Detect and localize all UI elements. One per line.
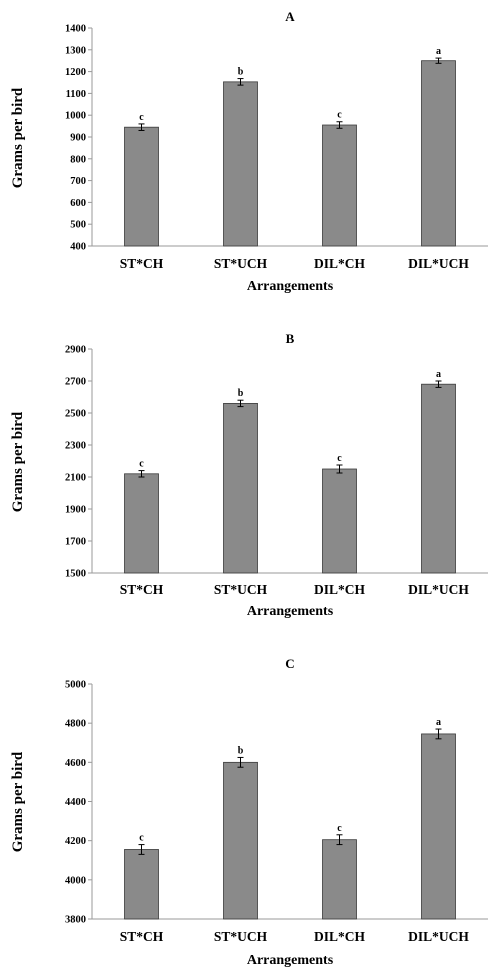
y-tick-label: 1000 [65, 111, 86, 122]
bar [421, 60, 456, 247]
category-label: DIL*CH [314, 929, 366, 944]
bar [322, 839, 357, 920]
significance-letter: a [436, 369, 441, 380]
significance-letter: b [238, 67, 244, 78]
y-tick-label: 900 [70, 133, 86, 144]
category-label: DIL*UCH [408, 929, 469, 944]
x-axis-title: Arrangements [247, 604, 334, 619]
significance-letter: c [337, 823, 342, 834]
bar [421, 383, 456, 574]
y-tick-label: 1100 [66, 89, 86, 100]
chart-title: B [286, 331, 295, 346]
y-tick-label: 1500 [65, 569, 86, 580]
significance-letter: c [337, 453, 342, 464]
bar [322, 124, 357, 247]
category-label: ST*UCH [214, 582, 268, 597]
y-tick-label: 1700 [65, 537, 86, 548]
category-label: ST*UCH [214, 929, 268, 944]
y-tick-label: 2700 [65, 377, 86, 388]
significance-letter: c [139, 112, 144, 123]
bar [124, 126, 159, 247]
chart-title: C [285, 656, 294, 671]
significance-letter: a [436, 46, 441, 57]
y-tick-label: 4000 [65, 875, 86, 886]
y-tick-label: 1300 [65, 45, 86, 56]
significance-letter: c [139, 459, 144, 470]
y-tick-label: 1200 [65, 67, 86, 78]
significance-letter: b [238, 388, 244, 399]
y-tick-label: 800 [70, 154, 86, 165]
bar [223, 81, 258, 247]
chart-panel-b: B 1500 1700 1900 2100 2300 2500 2700 2900 c ST*CH b… [10, 331, 488, 619]
y-tick-label: 3800 [65, 915, 86, 926]
y-tick-label: 1400 [65, 24, 86, 35]
category-label: DIL*CH [314, 256, 366, 271]
category-label: ST*UCH [214, 256, 268, 271]
category-label: DIL*CH [314, 582, 366, 597]
bar [322, 468, 357, 574]
bar [223, 761, 258, 920]
y-tick-label: 4200 [65, 836, 86, 847]
category-label: ST*CH [120, 582, 164, 597]
y-axis-title: Grams per bird [10, 751, 26, 852]
y-axis-title: Grams per bird [10, 411, 26, 512]
y-tick-label: 4400 [65, 797, 86, 808]
y-tick-label: 2900 [65, 345, 86, 356]
significance-letter: b [238, 745, 244, 756]
y-axis-title: Grams per bird [10, 87, 26, 188]
x-axis-title: Arrangements [247, 953, 334, 968]
category-label: DIL*UCH [408, 582, 469, 597]
chart-panel-a: A 400 500 600 700 800 900 1000 1100 1200 1300 1400 c… [10, 9, 488, 294]
bar [223, 402, 258, 574]
y-tick-label: 400 [70, 242, 86, 253]
y-tick-label: 4600 [65, 758, 86, 769]
bar [421, 733, 456, 920]
x-axis-title: Arrangements [247, 279, 334, 294]
y-tick-label: 2100 [65, 473, 86, 484]
category-label: DIL*UCH [408, 256, 469, 271]
chart-panel-c: C 3800 4000 4200 4400 4600 4800 5000 c ST*CH b ST*U… [10, 656, 488, 968]
y-tick-label: 700 [70, 176, 86, 187]
y-tick-label: 2500 [65, 409, 86, 420]
category-label: ST*CH [120, 256, 164, 271]
significance-letter: a [436, 717, 441, 728]
y-tick-label: 1900 [65, 505, 86, 516]
chart-title: A [285, 9, 295, 24]
bar [124, 849, 159, 920]
bar [124, 473, 159, 574]
y-tick-label: 500 [70, 220, 86, 231]
significance-letter: c [337, 110, 342, 121]
significance-letter: c [139, 833, 144, 844]
y-tick-label: 4800 [65, 719, 86, 730]
y-tick-label: 5000 [65, 680, 86, 691]
y-tick-label: 600 [70, 198, 86, 209]
y-tick-label: 2300 [65, 441, 86, 452]
category-label: ST*CH [120, 929, 164, 944]
